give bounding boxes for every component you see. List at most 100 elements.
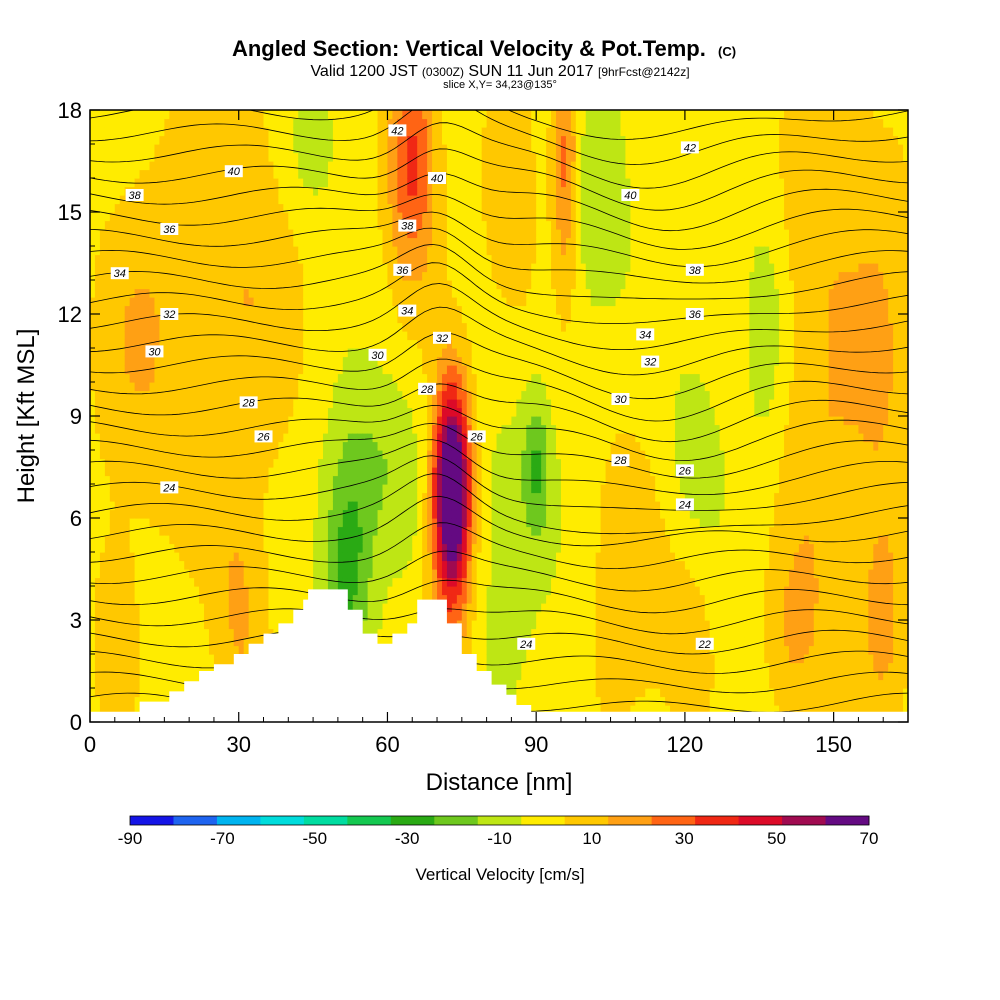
velocity-cell — [174, 373, 180, 383]
velocity-cell — [283, 152, 289, 162]
velocity-cell — [104, 560, 111, 570]
velocity-cell — [194, 620, 200, 630]
velocity-cell — [169, 195, 175, 205]
velocity-cell — [149, 144, 156, 154]
velocity-cell — [223, 645, 230, 655]
velocity-cell — [258, 611, 265, 621]
velocity-cell — [169, 552, 175, 562]
velocity-cell — [427, 127, 433, 137]
velocity-cell — [337, 305, 344, 315]
velocity-cell — [90, 339, 96, 349]
velocity-cell — [184, 637, 190, 647]
velocity-cell — [427, 416, 433, 426]
velocity-cell — [273, 560, 279, 570]
velocity-cell — [208, 509, 215, 519]
velocity-cell — [189, 526, 195, 536]
velocity-cell — [174, 467, 180, 477]
velocity-cell — [412, 263, 418, 273]
velocity-cell — [392, 518, 398, 528]
velocity-cell — [243, 569, 250, 579]
velocity-cell — [164, 467, 170, 477]
velocity-cell — [109, 450, 116, 460]
velocity-cell — [362, 246, 369, 256]
velocity-cell — [99, 254, 106, 264]
velocity-cell — [332, 475, 339, 485]
velocity-cell — [357, 203, 364, 213]
velocity-cell — [298, 441, 304, 451]
velocity-cell — [90, 594, 96, 604]
velocity-cell — [159, 416, 165, 426]
velocity-cell — [124, 169, 131, 179]
velocity-cell — [377, 118, 384, 128]
velocity-cell — [233, 407, 240, 417]
velocity-cell — [382, 577, 389, 587]
velocity-cell — [422, 237, 428, 247]
velocity-cell — [179, 110, 185, 120]
velocity-cell — [134, 263, 141, 273]
velocity-cell — [124, 127, 131, 137]
velocity-cell — [407, 322, 413, 332]
velocity-cell — [164, 560, 170, 570]
velocity-cell — [402, 407, 408, 417]
velocity-cell — [387, 518, 394, 528]
velocity-cell — [184, 314, 190, 324]
velocity-cell — [208, 526, 215, 536]
velocity-cell — [119, 314, 126, 324]
velocity-cell — [139, 280, 146, 290]
velocity-cell — [253, 543, 260, 553]
velocity-cell — [332, 348, 339, 358]
velocity-cell — [90, 288, 96, 298]
velocity-cell — [134, 297, 141, 307]
velocity-cell — [303, 543, 309, 553]
velocity-cell — [283, 280, 289, 290]
velocity-cell — [99, 152, 106, 162]
velocity-cell — [298, 407, 304, 417]
velocity-cell — [342, 535, 349, 545]
velocity-cell — [248, 543, 255, 553]
velocity-cell — [268, 220, 275, 230]
velocity-cell — [94, 594, 101, 604]
velocity-cell — [129, 594, 136, 604]
velocity-cell — [357, 297, 364, 307]
velocity-cell — [90, 628, 96, 638]
velocity-cell — [407, 288, 413, 298]
velocity-cell — [184, 135, 190, 145]
velocity-cell — [194, 314, 200, 324]
velocity-cell — [332, 577, 339, 587]
velocity-cell — [397, 577, 403, 587]
velocity-cell — [238, 433, 245, 443]
velocity-cell — [238, 348, 245, 358]
velocity-cell — [397, 628, 403, 638]
velocity-cell — [139, 688, 146, 698]
velocity-cell — [377, 220, 384, 230]
velocity-cell — [283, 594, 289, 604]
velocity-cell — [223, 475, 230, 485]
velocity-cell — [283, 501, 289, 511]
velocity-cell — [362, 373, 369, 383]
velocity-cell — [298, 169, 304, 179]
velocity-cell — [382, 628, 389, 638]
velocity-cell — [238, 594, 245, 604]
velocity-cell — [318, 110, 324, 120]
velocity-cell — [144, 322, 151, 332]
velocity-cell — [362, 169, 369, 179]
velocity-cell — [204, 220, 210, 230]
velocity-cell — [218, 331, 225, 341]
velocity-cell — [362, 135, 369, 145]
velocity-cell — [99, 441, 106, 451]
velocity-cell — [377, 373, 384, 383]
velocity-cell — [337, 288, 344, 298]
velocity-cell — [134, 382, 141, 392]
velocity-cell — [208, 399, 215, 409]
velocity-cell — [387, 484, 394, 494]
velocity-cell — [337, 450, 344, 460]
velocity-cell — [382, 178, 389, 188]
velocity-cell — [323, 169, 329, 179]
velocity-cell — [164, 475, 170, 485]
velocity-cell — [223, 543, 230, 553]
velocity-cell — [288, 169, 294, 179]
velocity-cell — [114, 688, 121, 698]
velocity-cell — [362, 314, 369, 324]
velocity-cell — [134, 577, 141, 587]
velocity-cell — [258, 603, 265, 613]
